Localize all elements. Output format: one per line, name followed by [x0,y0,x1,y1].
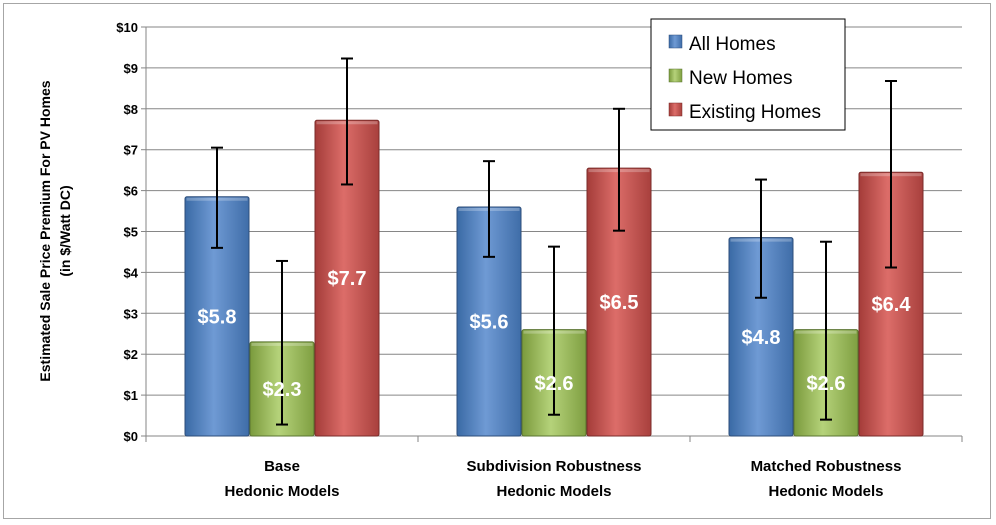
y-tick-label: $0 [124,429,138,444]
y-tick-label: $2 [124,347,138,362]
legend-box [650,18,846,131]
y-tick-label: $9 [124,61,138,76]
legend-label-new-homes: New Homes [689,68,792,89]
category-label-subdivision-line-1: Subdivision Robustness [466,458,641,475]
y-tick-label: $5 [124,225,138,240]
y-tick-label: $4 [124,265,139,280]
legend: All Homes New Homes Existing Homes [650,18,846,131]
x-axis [145,435,963,442]
y-tick-label: $10 [116,20,138,35]
data-label: $2.3 [263,379,302,401]
data-label: $7.7 [328,268,367,290]
legend-label-existing-homes: Existing Homes [689,102,821,123]
error-bars [211,57,897,426]
y-tick-label: $7 [124,143,138,158]
legend-label-all-homes: All Homes [689,34,776,55]
data-label: $2.6 [535,373,574,395]
category-labels: Base Hedonic Models Subdivision Robustne… [224,458,901,500]
legend-swatch-new-homes [668,68,683,83]
data-label: $6.4 [872,294,912,316]
data-labels: $5.8 $2.3 $7.7 $5.6 $2.6 $6.5 $4.8 $2.6 $6.4 [198,268,912,401]
data-label: $6.5 [600,292,639,314]
category-label-base-line-1: Base [264,458,300,475]
data-label: $5.6 [470,311,509,333]
y-tick-label: $6 [124,184,138,199]
category-label-matched-line-2: Hedonic Models [768,483,883,500]
category-label-base-line-2: Hedonic Models [224,483,339,500]
y-axis: $0 $1 $2 $3 $4 $5 $6 $7 $8 $9 $10 [116,20,147,444]
y-axis-label-line-2: (in $/Watt DC) [57,185,73,276]
legend-swatch-all-homes [668,34,683,49]
y-tick-label: $1 [124,388,138,403]
y-axis-label-line-1: Estimated Sale Price Premium For PV Home… [37,80,53,381]
category-label-subdivision-line-2: Hedonic Models [496,483,611,500]
y-tick-label: $8 [124,102,138,117]
legend-swatch-existing-homes [668,102,683,117]
y-tick-label: $3 [124,306,138,321]
data-label: $5.8 [198,306,237,328]
data-label: $2.6 [807,373,846,395]
data-label: $4.8 [742,327,781,349]
category-label-matched-line-1: Matched Robustness [751,458,902,475]
